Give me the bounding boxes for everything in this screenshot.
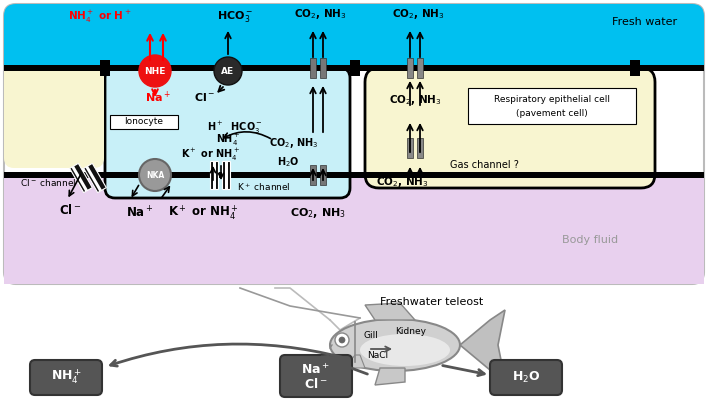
Text: Cl$^-$ channel: Cl$^-$ channel	[20, 178, 77, 189]
Text: K$^+$ channel: K$^+$ channel	[237, 181, 291, 193]
Bar	[4, 68, 104, 148]
Text: NHE: NHE	[145, 67, 166, 76]
Text: NH$_4^+$: NH$_4^+$	[216, 132, 240, 148]
FancyBboxPatch shape	[4, 200, 704, 284]
Circle shape	[139, 55, 171, 87]
Text: K$^+$ or NH$_4^+$: K$^+$ or NH$_4^+$	[167, 204, 238, 222]
FancyBboxPatch shape	[280, 355, 352, 397]
Text: H$_2$O: H$_2$O	[277, 155, 299, 169]
Polygon shape	[345, 355, 365, 368]
Text: Ionocyte: Ionocyte	[125, 117, 164, 126]
Bar	[4, 30, 704, 69]
FancyBboxPatch shape	[490, 360, 562, 395]
Polygon shape	[84, 163, 106, 193]
Text: CO$_2$, NH$_3$: CO$_2$, NH$_3$	[392, 7, 444, 21]
Polygon shape	[365, 303, 415, 320]
Bar	[100, 60, 110, 76]
Polygon shape	[375, 368, 405, 385]
Bar	[0, 292, 709, 409]
Text: (pavement cell): (pavement cell)	[516, 110, 588, 119]
Text: K$^+$ or NH$_4^+$: K$^+$ or NH$_4^+$	[181, 147, 240, 163]
Text: Body fluid: Body fluid	[562, 235, 618, 245]
Bar	[630, 60, 640, 76]
Text: H$^+$  HCO$_3^-$: H$^+$ HCO$_3^-$	[207, 120, 263, 136]
Polygon shape	[72, 166, 88, 192]
Ellipse shape	[360, 334, 450, 366]
Bar	[110, 115, 178, 129]
Bar	[640, 65, 704, 71]
Text: Na$^+$: Na$^+$	[126, 205, 154, 220]
Text: Freshwater teleost: Freshwater teleost	[380, 297, 484, 307]
Text: Cl$^-$: Cl$^-$	[304, 377, 328, 391]
Bar	[222, 161, 230, 189]
Text: CO$_2$, NH$_3$: CO$_2$, NH$_3$	[376, 175, 428, 189]
Bar	[225, 161, 228, 189]
Bar	[210, 161, 218, 189]
Bar	[4, 175, 704, 284]
Polygon shape	[460, 310, 505, 380]
Bar	[468, 88, 636, 124]
Bar	[310, 58, 316, 78]
FancyBboxPatch shape	[4, 4, 704, 284]
Bar	[4, 65, 104, 71]
Text: Gill: Gill	[363, 332, 378, 341]
FancyBboxPatch shape	[105, 68, 350, 198]
Text: NKA: NKA	[146, 171, 164, 180]
Text: NH$_4^+$: NH$_4^+$	[50, 368, 82, 387]
Circle shape	[335, 333, 349, 347]
Bar	[417, 58, 423, 78]
Text: CO$_2$, NH$_3$: CO$_2$, NH$_3$	[389, 93, 441, 107]
Bar	[407, 58, 413, 78]
Text: Kidney: Kidney	[395, 328, 426, 337]
Text: NH$_4^+$ or H$^+$: NH$_4^+$ or H$^+$	[68, 9, 132, 25]
FancyBboxPatch shape	[4, 68, 104, 168]
Bar	[320, 165, 326, 185]
Bar	[213, 161, 216, 189]
Polygon shape	[85, 166, 102, 192]
Text: Respiratory epithelial cell: Respiratory epithelial cell	[494, 95, 610, 105]
Text: H$_2$O: H$_2$O	[512, 369, 540, 384]
Bar	[310, 165, 316, 185]
Ellipse shape	[330, 319, 460, 371]
Text: Na$^+$: Na$^+$	[145, 89, 171, 105]
Bar	[320, 58, 326, 78]
Bar	[417, 138, 423, 158]
Polygon shape	[69, 163, 92, 193]
FancyBboxPatch shape	[365, 68, 655, 188]
Text: CO$_2$, NH$_3$: CO$_2$, NH$_3$	[290, 206, 346, 220]
Text: CO$_2$, NH$_3$: CO$_2$, NH$_3$	[294, 7, 346, 21]
Text: Cl$^-$: Cl$^-$	[194, 91, 216, 103]
Circle shape	[339, 337, 345, 343]
Bar	[360, 65, 650, 71]
Bar	[4, 172, 704, 178]
Circle shape	[139, 159, 171, 191]
Text: NaCl: NaCl	[367, 351, 389, 360]
Text: Na$^+$: Na$^+$	[301, 362, 330, 378]
Text: Gas channel ?: Gas channel ?	[450, 160, 519, 170]
Text: AE: AE	[221, 67, 235, 76]
Text: Fresh water: Fresh water	[613, 17, 678, 27]
Text: HCO$_3^-$: HCO$_3^-$	[217, 9, 253, 25]
FancyBboxPatch shape	[4, 4, 704, 69]
Text: Cl$^-$: Cl$^-$	[59, 203, 82, 217]
Bar	[350, 60, 360, 76]
Circle shape	[214, 57, 242, 85]
Bar	[110, 65, 350, 71]
Bar	[407, 138, 413, 158]
Text: CO$_2$, NH$_3$: CO$_2$, NH$_3$	[269, 136, 318, 150]
FancyBboxPatch shape	[30, 360, 102, 395]
